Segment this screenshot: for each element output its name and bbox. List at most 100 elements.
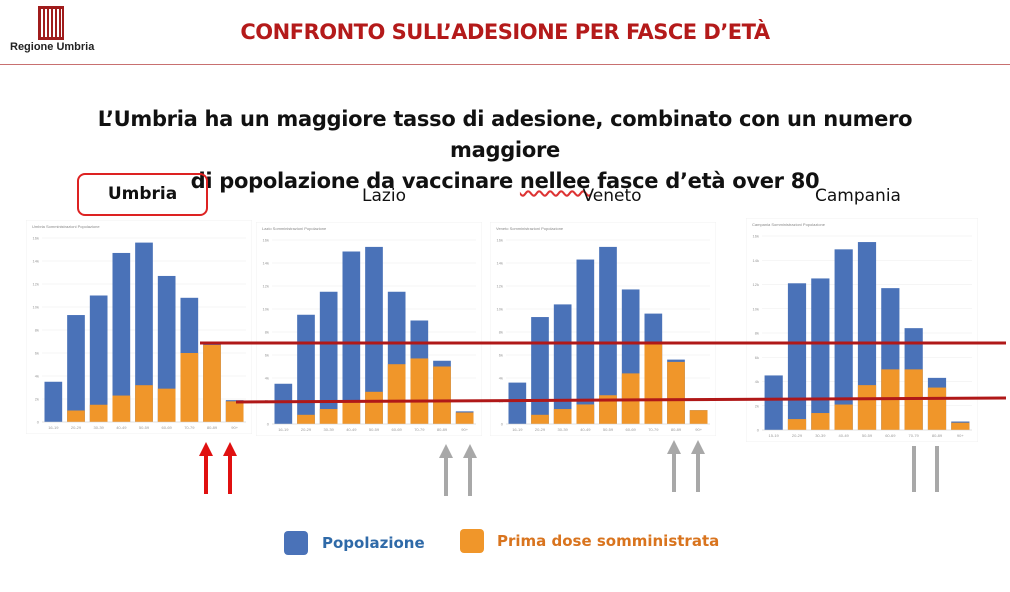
x-tick-label: 50-59 — [369, 427, 380, 432]
bar-popolazione — [319, 291, 338, 424]
x-tick-label: 60-69 — [626, 427, 637, 432]
bar-popolazione — [811, 278, 830, 430]
bar-popolazione — [553, 304, 572, 424]
y-tick-label: 14k — [33, 259, 39, 264]
red-arrow-90plus — [223, 442, 237, 494]
region-label-umbria: Umbria — [107, 184, 178, 204]
y-tick-label: 16k — [263, 238, 269, 243]
y-tick-label: 0 — [757, 428, 760, 433]
bar-prima-dose — [599, 395, 617, 424]
y-tick-label: 16k — [497, 238, 503, 243]
bar-prima-dose — [180, 353, 199, 422]
x-tick-label: 40-49 — [116, 425, 127, 430]
bar-prima-dose — [553, 409, 572, 424]
y-tick-label: 4k — [265, 376, 269, 381]
bar-popolazione — [342, 251, 361, 424]
lower-reference-line — [235, 396, 1007, 404]
bar-prima-dose — [951, 422, 970, 430]
y-tick-label: 10k — [33, 305, 39, 310]
y-tick-label: 4k — [755, 379, 759, 384]
subtitle-line-2-a: di popolazione da vaccinare — [190, 169, 520, 193]
x-tick-label: 60-69 — [885, 433, 896, 438]
y-tick-label: 8k — [35, 328, 39, 333]
x-tick-label: 50-59 — [862, 433, 873, 438]
chart-campania: Campania Somministrazioni Popolazione 16… — [746, 218, 978, 442]
bar-prima-dose — [112, 395, 131, 422]
x-tick-label: 70-79 — [184, 425, 195, 430]
bar-prima-dose — [135, 385, 153, 422]
y-tick-label: 0 — [37, 420, 40, 425]
bar-prima-dose — [811, 413, 830, 430]
bar-prima-dose — [689, 410, 708, 424]
y-tick-label: 6k — [265, 353, 269, 358]
subtitle-line-1: L’Umbria ha un maggiore tasso di adesion… — [97, 107, 913, 162]
page-title: CONFRONTO SULL’ADESIONE PER FASCE D’ETÀ — [240, 20, 770, 44]
x-tick-label: 50-59 — [139, 425, 150, 430]
bar-prima-dose — [433, 366, 451, 424]
bar-popolazione — [135, 242, 153, 422]
regione-umbria-logo — [38, 6, 64, 40]
y-tick-label: 12k — [33, 282, 39, 287]
legend-label-prima-dose: Prima dose somministrata — [497, 532, 720, 550]
legend-label-popolazione: Popolazione — [322, 534, 425, 552]
y-tick-label: 14k — [753, 258, 759, 263]
subtitle: L’Umbria ha un maggiore tasso di adesion… — [40, 104, 970, 197]
y-tick-label: 2k — [35, 397, 39, 402]
x-tick-label: 90+ — [695, 427, 702, 432]
bar-prima-dose — [203, 344, 221, 422]
legend-swatch-prima-dose — [460, 529, 484, 553]
bar-popolazione — [599, 246, 617, 424]
bar-prima-dose — [319, 409, 338, 424]
bar-popolazione — [89, 295, 108, 422]
bar-prima-dose — [67, 410, 85, 422]
gray-arrow-veneto-90plus — [691, 440, 705, 492]
bar-prima-dose — [297, 414, 315, 424]
x-tick-label: 15-19 — [769, 433, 780, 438]
x-tick-label: 70-79 — [414, 427, 425, 432]
y-tick-label: 14k — [497, 261, 503, 266]
x-tick-label: 16-19 — [278, 427, 289, 432]
y-tick-label: 4k — [499, 376, 503, 381]
bar-popolazione — [787, 283, 807, 430]
x-tick-label: 90+ — [957, 433, 964, 438]
bar-prima-dose — [89, 404, 108, 422]
chart-svg: 16k 14k 12k 10k 8k 6k 4k 2k 0 15-19 20-29 30-39 40-4… — [746, 218, 978, 442]
bar-prima-dose — [787, 419, 807, 430]
x-tick-label: 16-19 — [512, 427, 523, 432]
bar-popolazione — [44, 381, 63, 422]
chart-caption: Lazio Somministrazioni Popolazione — [262, 226, 327, 231]
x-tick-label: 40-49 — [580, 427, 591, 432]
y-tick-label: 2k — [755, 403, 759, 408]
x-tick-label: 40-49 — [839, 433, 850, 438]
x-tick-label: 70-79 — [909, 433, 920, 438]
chart-caption: Veneto Somministrazioni Popolazione — [496, 226, 564, 231]
bar-prima-dose — [857, 385, 877, 430]
subtitle-line-2-typo: nellee — [519, 169, 591, 193]
x-tick-label: 20-29 — [792, 433, 803, 438]
x-tick-label: 16-19 — [48, 425, 59, 430]
chart-caption: Campania Somministrazioni Popolazione — [752, 222, 825, 227]
title-divider — [0, 64, 1010, 65]
y-tick-label: 10k — [263, 307, 269, 312]
x-tick-label: 30-39 — [94, 425, 105, 430]
x-tick-label: 30-39 — [558, 427, 569, 432]
y-tick-label: 0 — [267, 422, 270, 427]
x-tick-label: 80-89 — [437, 427, 448, 432]
x-tick-label: 80-89 — [932, 433, 943, 438]
y-tick-label: 12k — [497, 284, 503, 289]
bar-popolazione — [764, 375, 783, 430]
x-tick-label: 30-39 — [815, 433, 826, 438]
x-tick-label: 20-29 — [535, 427, 546, 432]
x-tick-label: 20-29 — [301, 427, 312, 432]
x-tick-label: 40-49 — [346, 427, 357, 432]
x-tick-label: 70-79 — [648, 427, 659, 432]
bar-prima-dose — [410, 358, 429, 424]
region-label-veneto: Veneto — [582, 186, 642, 206]
bar-popolazione — [157, 275, 176, 422]
y-tick-label: 16k — [753, 234, 759, 239]
legend-swatch-popolazione — [284, 531, 308, 555]
y-tick-label: 10k — [753, 306, 759, 311]
y-tick-label: 12k — [753, 282, 759, 287]
region-label-lazio: Lazio — [362, 186, 406, 206]
x-tick-label: 50-59 — [603, 427, 614, 432]
